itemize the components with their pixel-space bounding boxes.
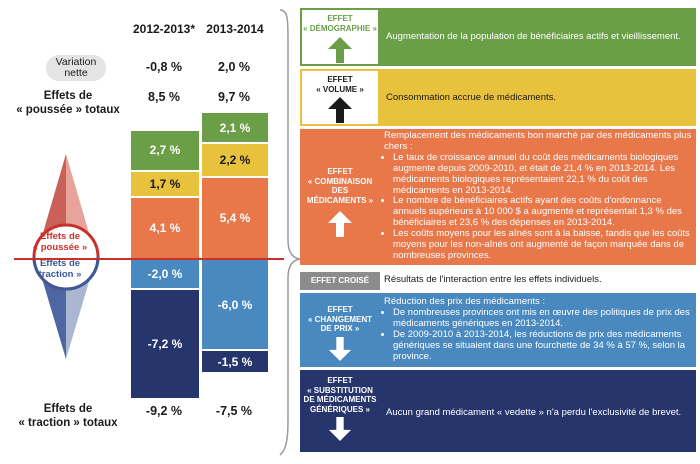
- arrow-up-icon: [328, 97, 352, 123]
- panel-prix: EFFET « CHANGEMENT DE PRIX » Réduction d…: [300, 293, 696, 367]
- panel-volume-desc: Consommation accrue de médicaments.: [386, 92, 557, 103]
- net-variation-2013-2014: 2,0 %: [218, 60, 250, 74]
- bar-segment-1-pos-0: 2,1 %: [202, 112, 268, 143]
- compass-push-label: Effets de « poussée »: [32, 231, 88, 253]
- panel-croise-desc: Résultats de l'interaction entre les eff…: [384, 274, 602, 285]
- bar-segment-1-neg-0: -6,0 %: [202, 260, 268, 350]
- bar-segment-1-pos-1: 2,2 %: [202, 144, 268, 176]
- panel-combinaison-desc: Remplacement des médicaments bon marché …: [384, 130, 692, 262]
- panel-volume-tag: EFFET « VOLUME »: [300, 69, 380, 126]
- bar-segment-0-neg-1: -7,2 %: [131, 290, 199, 398]
- bar-segment-0-neg-0: -2,0 %: [131, 260, 199, 289]
- list-item: Le nombre de bénéficiaires actifs ayant …: [393, 196, 692, 229]
- arrow-up-icon: [328, 37, 352, 63]
- panel-prix-tag: EFFET « CHANGEMENT DE PRIX »: [300, 293, 380, 367]
- panel-substitution-desc: Aucun grand médicament « vedette » n'a p…: [386, 407, 682, 418]
- list-item: Les coûts moyens pour les aînés sont à l…: [393, 228, 692, 262]
- panel-croise: EFFET CROISÉ Résultats de l'interaction …: [300, 272, 696, 290]
- net-variation-2012-2013: -0,8 %: [145, 60, 183, 74]
- compass-pull-label: Effets de traction »: [38, 258, 82, 280]
- panel-demographie: EFFET « DÉMOGRAPHIE » Augmentation de la…: [300, 8, 696, 66]
- net-variation-label: Variation nette: [46, 55, 106, 81]
- arrow-down-icon: [328, 336, 352, 361]
- push-total-2012-2013: 8,5 %: [148, 90, 180, 104]
- column-header-2012-2013: 2012-2013*: [132, 22, 196, 36]
- push-totals-label: Effets de « poussée » totaux: [16, 90, 120, 116]
- panel-substitution: EFFET « SUBSTITUTION DE MÉDICAMENTS GÉNÉ…: [300, 370, 696, 452]
- panel-combinaison: EFFET « COMBINAISON DES MÉDICAMENTS » Re…: [300, 129, 696, 265]
- bar-segment-0-pos-2: 4,1 %: [131, 197, 199, 258]
- panel-substitution-tag: EFFET « SUBSTITUTION DE MÉDICAMENTS GÉNÉ…: [300, 370, 380, 452]
- bar-segment-0-pos-1: 1,7 %: [131, 171, 199, 196]
- list-item: De 2009-2010 à 2013-2014, les réductions…: [393, 329, 692, 363]
- bar-segment-0-pos-0: 2,7 %: [131, 130, 199, 170]
- panel-demographie-desc: Augmentation de la population de bénéfic…: [386, 31, 681, 42]
- pull-totals-label: Effets de « traction » totaux: [18, 403, 118, 429]
- panel-combinaison-tag: EFFET « COMBINAISON DES MÉDICAMENTS »: [300, 129, 380, 265]
- panel-croise-tag: EFFET CROISÉ: [300, 272, 380, 290]
- column-header-2013-2014: 2013-2014: [206, 22, 264, 36]
- push-total-2013-2014: 9,7 %: [218, 90, 250, 104]
- list-item: De nombreuses provinces ont mis en œuvre…: [393, 307, 692, 330]
- panel-volume: EFFET « VOLUME » Consommation accrue de …: [300, 69, 696, 126]
- panel-demographie-tag: EFFET « DÉMOGRAPHIE »: [300, 8, 380, 66]
- push-pull-compass-icon: [32, 154, 100, 359]
- bar-segment-1-neg-1: -1,5 %: [202, 351, 268, 372]
- bar-segment-1-pos-2: 5,4 %: [202, 177, 268, 258]
- arrow-down-icon: [328, 417, 352, 441]
- arrow-up-icon: [328, 211, 352, 237]
- baseline: [14, 258, 284, 260]
- panel-prix-desc: Réduction des prix des médicaments : De …: [384, 296, 692, 363]
- pull-total-2012-2013: -9,2 %: [145, 404, 183, 418]
- list-item: Le taux de croissance annuel du coût des…: [393, 152, 692, 197]
- pull-total-2013-2014: -7,5 %: [215, 404, 253, 418]
